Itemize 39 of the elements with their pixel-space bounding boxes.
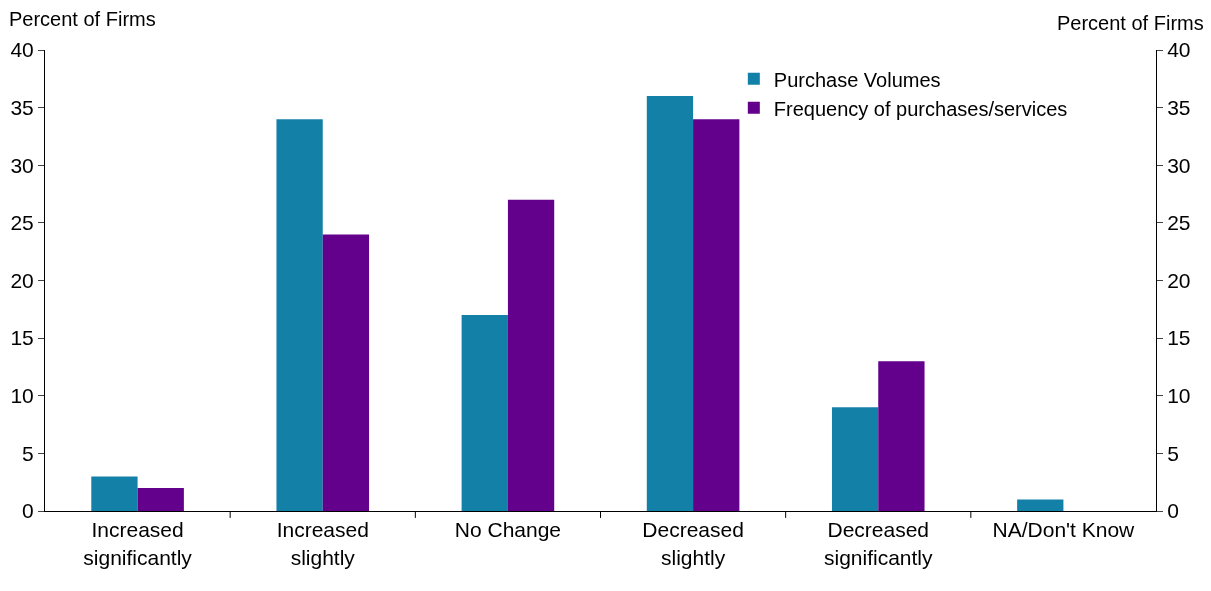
y-tick-label: 15 <box>10 326 34 350</box>
x-tick-label: Decreased significantly <box>823 518 934 569</box>
y2-tick-label: 10 <box>1167 384 1191 408</box>
bar <box>831 407 879 511</box>
x-tick-label: No Change <box>454 518 562 542</box>
y2-tick-label: 40 <box>1167 38 1191 62</box>
y-tick-label: 20 <box>10 268 34 292</box>
y2-tick-label: 25 <box>1167 211 1191 235</box>
y-tick-label: 10 <box>10 384 34 408</box>
y-axis-title: Percent of Firms <box>9 8 156 30</box>
bar <box>322 234 370 511</box>
y-tick-label: 35 <box>10 95 34 119</box>
y2-tick-label: 5 <box>1167 441 1179 465</box>
y2-tick-label: 15 <box>1167 326 1191 350</box>
bar <box>646 96 694 511</box>
bar <box>1017 499 1064 511</box>
y-tick-label: 25 <box>10 211 34 235</box>
bar <box>461 315 508 511</box>
bar <box>878 361 925 511</box>
x-tick-label: Increased slightly <box>276 518 369 569</box>
y-tick-label: 5 <box>22 441 34 465</box>
y-tick-label: 40 <box>10 38 34 62</box>
x-tick-label: NA/Don't Know <box>992 518 1136 542</box>
x-tick-label: Increased significantly <box>83 518 193 569</box>
x-tick-label: Decreased slightly <box>642 518 744 569</box>
bar <box>91 476 138 511</box>
bar <box>693 119 740 511</box>
y2-tick-label: 20 <box>1167 268 1191 292</box>
y2-tick-label: 35 <box>1167 95 1191 119</box>
y-tick-label: 0 <box>22 499 34 523</box>
y2-axis-title: Percent of Firms <box>1057 12 1204 34</box>
y2-tick-label: 0 <box>1167 499 1179 523</box>
bar <box>137 487 184 511</box>
legend-label: Frequency of purchases/services <box>773 97 1068 120</box>
bar <box>507 199 555 511</box>
y-tick-label: 30 <box>10 153 34 177</box>
legend-label: Purchase Volumes <box>773 68 941 91</box>
y2-tick-label: 30 <box>1167 153 1191 177</box>
bar <box>276 119 323 511</box>
